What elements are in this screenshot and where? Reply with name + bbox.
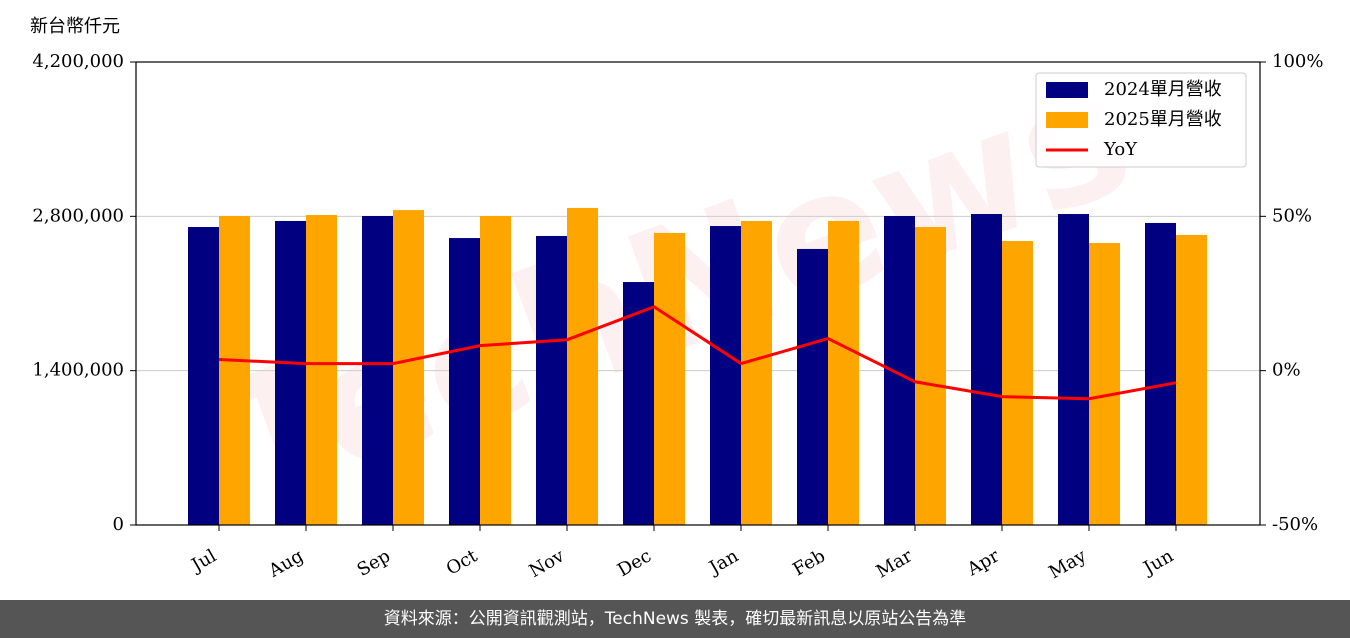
y-tick-label: 0	[113, 514, 124, 535]
x-tick-label: Feb	[789, 545, 829, 580]
y-axis-label: 新台幣仟元	[30, 16, 120, 37]
x-tick-label: Sep	[354, 545, 394, 580]
bar	[1089, 243, 1120, 525]
y2-tick-label: 50%	[1272, 205, 1312, 226]
bar	[362, 216, 393, 525]
legend-swatch	[1046, 82, 1088, 98]
x-tick-label: Jun	[1138, 545, 1177, 580]
legend-label: 2024單月營收	[1104, 79, 1222, 100]
legend-label: YoY	[1103, 139, 1138, 160]
x-tick-label: Aug	[264, 545, 307, 582]
bar	[654, 232, 685, 525]
bar	[393, 210, 424, 526]
bar	[480, 216, 511, 525]
y-tick-label: 2,800,000	[32, 205, 124, 226]
bar	[971, 214, 1002, 526]
legend-box	[1035, 72, 1247, 168]
bar	[741, 220, 772, 526]
y2-tick-label: -50%	[1272, 514, 1318, 535]
bar	[567, 207, 598, 525]
bar	[797, 248, 828, 525]
bar	[915, 227, 946, 525]
x-tick-label: Nov	[526, 545, 569, 582]
bar	[828, 220, 859, 526]
y-tick-label: 1,400,000	[32, 360, 124, 381]
x-tick-label: Jan	[704, 545, 742, 579]
bar	[536, 235, 567, 525]
x-tick-label: Mar	[873, 545, 917, 582]
x-tick-label: Apr	[963, 545, 1003, 580]
x-tick-label: Jul	[186, 545, 220, 577]
x-tick-label: Oct	[443, 545, 482, 580]
bar	[623, 282, 654, 525]
bar	[884, 216, 915, 525]
footer-band	[0, 600, 1350, 638]
y2-tick-label: 0%	[1272, 360, 1301, 381]
bar	[306, 215, 337, 525]
x-tick-label: Dec	[614, 545, 655, 581]
bar	[219, 216, 250, 525]
bar	[1145, 222, 1176, 525]
bar	[1058, 214, 1089, 526]
y2-tick-label: 100%	[1272, 51, 1323, 72]
y-tick-label: 4,200,000	[32, 51, 124, 72]
line	[218, 305, 1177, 401]
legend-swatch	[1046, 112, 1088, 128]
bar	[1002, 241, 1033, 525]
footer: 資料來源：公開資訊觀測站，TechNews 製表，確切最新訊息以原站公告為準	[384, 609, 966, 629]
bar	[449, 238, 480, 525]
bar	[275, 220, 306, 526]
x-tick-label: May	[1045, 545, 1090, 583]
bar	[1176, 234, 1207, 526]
bar	[188, 227, 219, 525]
legend-label: 2025單月營收	[1104, 109, 1222, 130]
bar	[710, 226, 741, 525]
plot-frame	[135, 61, 1261, 526]
